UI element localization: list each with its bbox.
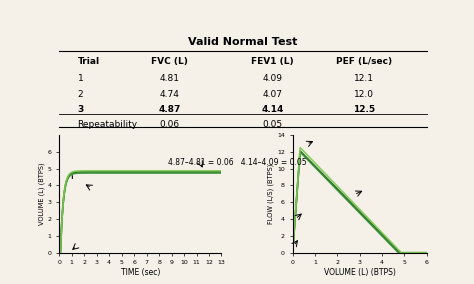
Text: FEV1 (L): FEV1 (L)	[251, 57, 293, 66]
Text: 4.87: 4.87	[158, 105, 181, 114]
Y-axis label: FLOW (L/S) (BTPS): FLOW (L/S) (BTPS)	[268, 164, 274, 224]
X-axis label: TIME (sec): TIME (sec)	[121, 268, 160, 277]
Text: 12.0: 12.0	[354, 89, 374, 99]
Y-axis label: VOLUME (L) (BTPS): VOLUME (L) (BTPS)	[38, 162, 45, 225]
Text: 12.1: 12.1	[354, 74, 374, 83]
Text: Trial: Trial	[78, 57, 100, 66]
Text: 4.74: 4.74	[160, 89, 179, 99]
Text: 4.87–4.81 = 0.06   4.14–4.09 = 0.05: 4.87–4.81 = 0.06 4.14–4.09 = 0.05	[168, 158, 306, 167]
Text: 3: 3	[78, 105, 84, 114]
Text: PEF (L/sec): PEF (L/sec)	[336, 57, 392, 66]
Text: 12.5: 12.5	[353, 105, 375, 114]
Text: 4.09: 4.09	[262, 74, 283, 83]
Text: 0.05: 0.05	[262, 120, 283, 129]
Text: Repeatability: Repeatability	[78, 120, 138, 129]
Text: 4.07: 4.07	[262, 89, 283, 99]
Text: 4.81: 4.81	[159, 74, 180, 83]
Text: 1: 1	[78, 74, 83, 83]
Text: FVC (L): FVC (L)	[151, 57, 188, 66]
Text: 4.14: 4.14	[261, 105, 283, 114]
Text: 0.06: 0.06	[159, 120, 180, 129]
Text: 2: 2	[78, 89, 83, 99]
Text: Valid Normal Test: Valid Normal Test	[188, 37, 298, 47]
X-axis label: VOLUME (L) (BTPS): VOLUME (L) (BTPS)	[324, 268, 395, 277]
